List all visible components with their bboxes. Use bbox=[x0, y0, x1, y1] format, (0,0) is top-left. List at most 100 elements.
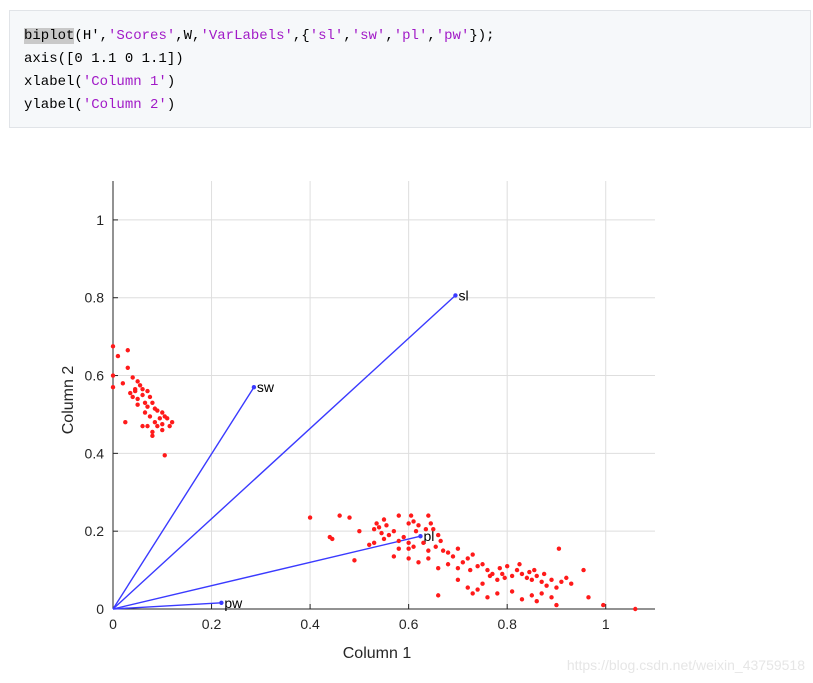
score-point bbox=[465, 585, 470, 590]
score-point bbox=[532, 567, 537, 573]
code-token: , bbox=[385, 28, 394, 44]
code-token: }); bbox=[469, 28, 495, 44]
score-point bbox=[455, 577, 461, 583]
axis-layer: 0 0.2 0.4 0.6 0.8 1 0 0.2 0.4 0.6 0.8 1 bbox=[85, 181, 655, 632]
code-token: , bbox=[427, 28, 436, 44]
score-point bbox=[381, 517, 387, 522]
score-point bbox=[406, 556, 411, 561]
score-point bbox=[150, 400, 155, 405]
score-point bbox=[529, 593, 535, 598]
vector-line bbox=[112, 602, 222, 610]
score-point bbox=[517, 562, 522, 567]
score-point bbox=[140, 423, 145, 429]
score-point bbox=[120, 381, 126, 386]
score-point bbox=[485, 567, 490, 573]
code-token: (H', bbox=[74, 28, 109, 44]
score-point bbox=[509, 589, 515, 594]
score-point bbox=[497, 565, 502, 571]
score-point bbox=[123, 420, 128, 425]
score-point bbox=[386, 532, 392, 538]
y-tick-label: 0.6 bbox=[85, 368, 105, 384]
score-point bbox=[436, 593, 441, 598]
score-point bbox=[130, 394, 135, 400]
score-point bbox=[549, 595, 554, 600]
score-point bbox=[147, 414, 153, 419]
score-point bbox=[145, 404, 150, 409]
score-point bbox=[581, 567, 586, 573]
code-string: 'Column 2' bbox=[82, 97, 167, 113]
score-point bbox=[357, 528, 362, 534]
score-point bbox=[495, 591, 500, 596]
score-point bbox=[475, 587, 480, 592]
x-tick-label: 0.6 bbox=[399, 616, 419, 632]
score-point bbox=[371, 527, 377, 532]
score-point bbox=[500, 571, 505, 577]
y-tick-label: 0.4 bbox=[85, 445, 105, 461]
score-point bbox=[140, 392, 145, 398]
score-point bbox=[374, 521, 379, 526]
code-token: , bbox=[343, 28, 352, 44]
score-point bbox=[534, 573, 539, 579]
score-point bbox=[509, 573, 515, 579]
vector-endpoint bbox=[418, 534, 423, 539]
code-token: xlabel( bbox=[24, 74, 83, 90]
score-point bbox=[438, 538, 443, 544]
y-tick-label: 0 bbox=[96, 601, 104, 617]
score-point bbox=[541, 571, 547, 577]
score-point bbox=[455, 565, 461, 571]
watermark: https://blog.csdn.net/weixin_43759518 bbox=[566, 657, 805, 673]
score-point bbox=[379, 530, 384, 536]
score-point bbox=[475, 564, 480, 569]
code-token: ) bbox=[166, 97, 176, 113]
score-point bbox=[480, 562, 485, 567]
score-point bbox=[142, 410, 148, 415]
vector-label: sw bbox=[257, 379, 275, 395]
score-point bbox=[534, 599, 539, 604]
score-point bbox=[411, 519, 416, 524]
score-point bbox=[519, 571, 525, 577]
code-string: 'pw' bbox=[435, 28, 470, 44]
vector-label: pl bbox=[423, 528, 434, 544]
score-point bbox=[529, 577, 535, 583]
code-line-4: ylabel('Column 2') bbox=[24, 94, 796, 117]
score-point bbox=[445, 562, 451, 567]
score-point bbox=[160, 421, 165, 427]
score-point bbox=[436, 532, 441, 538]
score-point bbox=[145, 423, 150, 429]
x-tick-label: 1 bbox=[602, 616, 610, 632]
score-point bbox=[165, 416, 170, 421]
score-point bbox=[352, 558, 357, 563]
score-point bbox=[470, 552, 475, 557]
score-point bbox=[371, 540, 377, 546]
score-point bbox=[137, 383, 143, 388]
score-point bbox=[125, 348, 130, 353]
score-point bbox=[152, 420, 158, 425]
score-point bbox=[426, 548, 431, 553]
score-point bbox=[167, 423, 172, 429]
score-point bbox=[169, 420, 175, 425]
score-point bbox=[391, 554, 397, 559]
score-point bbox=[440, 548, 446, 553]
score-point bbox=[150, 429, 155, 435]
vector-endpoint bbox=[219, 600, 224, 605]
score-point bbox=[135, 402, 140, 407]
code-line-3: xlabel('Column 1') bbox=[24, 71, 796, 94]
code-token: ylabel( bbox=[24, 97, 83, 113]
score-point bbox=[428, 521, 434, 526]
score-point bbox=[160, 427, 165, 433]
score-point bbox=[135, 396, 140, 402]
score-point bbox=[460, 560, 466, 565]
score-point bbox=[423, 527, 429, 532]
code-line-1: biplot(H','Scores',W,'VarLabels',{'sl','… bbox=[24, 25, 796, 48]
vector-endpoint bbox=[453, 293, 458, 298]
score-point bbox=[519, 597, 525, 602]
code-token: ,W, bbox=[175, 28, 201, 44]
score-point bbox=[413, 528, 419, 534]
score-point bbox=[514, 567, 520, 573]
vector-line bbox=[112, 386, 255, 610]
score-point bbox=[155, 423, 160, 429]
score-point bbox=[416, 560, 421, 565]
score-point bbox=[162, 453, 167, 458]
score-point bbox=[480, 581, 485, 586]
